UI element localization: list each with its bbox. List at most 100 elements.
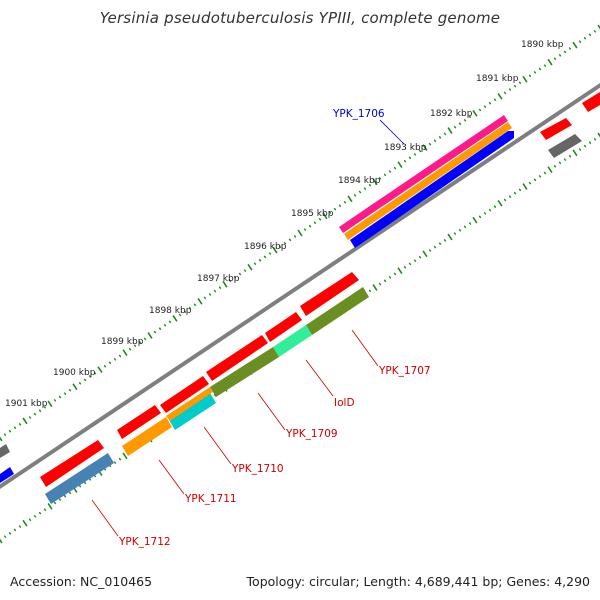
gene-ypk1707[interactable]	[306, 287, 369, 335]
gene-ypk1706-orange[interactable]	[344, 122, 512, 240]
scale-tick-minor	[8, 429, 12, 433]
scale-tick-minor	[143, 337, 147, 341]
gene-red-2[interactable]	[265, 312, 302, 342]
scale-tick-minor	[578, 40, 582, 44]
scale-tick-minor	[293, 234, 297, 238]
kbp-label-1890: 1890 kbp	[521, 40, 564, 50]
gene-ypk1706-blue[interactable]	[350, 131, 514, 248]
scale-tick-major	[222, 280, 228, 288]
scale-tick-minor	[63, 392, 67, 396]
kbp-label-1900: 1900 kbp	[53, 368, 96, 378]
gene-ypk1712[interactable]	[45, 453, 114, 504]
forward-strand-genes	[0, 92, 600, 483]
length-value: 4,689,441 bp	[414, 574, 499, 589]
label-ypk1712[interactable]: YPK_1712	[118, 536, 171, 548]
scale-tick-minor	[38, 511, 42, 515]
scale-tick-minor	[153, 330, 157, 334]
scale-tick-minor	[558, 161, 562, 165]
scale-tick-major	[247, 263, 253, 271]
gene-red-right-1[interactable]	[540, 118, 572, 140]
gene-ypk1710[interactable]	[169, 393, 216, 430]
label-ypk1711[interactable]: YPK_1711	[184, 493, 237, 505]
gene-blue-left[interactable]	[0, 467, 14, 483]
accession-label: Accession:	[10, 574, 77, 589]
scale-tick-minor	[533, 178, 537, 182]
scale-tick-minor	[538, 67, 542, 71]
reverse-strand-genes	[40, 272, 369, 504]
scale-tick-minor	[53, 398, 57, 402]
label-ypk1709[interactable]: YPK_1709	[285, 428, 338, 440]
scale-tick-minor	[218, 286, 222, 290]
scale-tick-minor	[413, 259, 417, 263]
scale-tick-minor	[508, 88, 512, 91]
gene-red-3[interactable]	[206, 335, 268, 381]
scale-tick-major	[422, 250, 428, 258]
scale-tick-minor	[88, 375, 92, 378]
gene-red-right-2[interactable]	[582, 92, 600, 112]
genes-label: Genes:	[506, 574, 551, 589]
gene-red-6[interactable]	[160, 376, 209, 413]
scale-tick-minor	[443, 238, 447, 242]
scale-tick-minor	[488, 101, 492, 105]
gene-ypk1709[interactable]	[210, 347, 279, 397]
gene-red-4[interactable]	[117, 405, 161, 439]
scale-tick-minor	[308, 224, 312, 228]
scale-tick-minor	[288, 238, 292, 242]
scale-tick-major	[122, 452, 128, 460]
scale-tick-minor	[563, 50, 567, 54]
scale-tick-major	[22, 417, 28, 425]
scale-tick-major	[72, 383, 78, 391]
scale-tick-minor	[243, 269, 247, 273]
scale-tick-minor	[138, 340, 142, 344]
scale-tick-minor	[63, 494, 67, 498]
scale-tick-minor	[563, 158, 567, 162]
label-iold[interactable]: IolD	[334, 397, 355, 409]
scale-tick-minor	[113, 461, 117, 465]
label-ypk1710[interactable]: YPK_1710	[231, 463, 284, 475]
kbp-label-1899: 1899 kbp	[101, 337, 144, 347]
scale-tick-minor	[328, 211, 332, 214]
kbp-label-1901: 1901 kbp	[5, 399, 48, 409]
gene-iold[interactable]	[273, 325, 312, 357]
scale-tick-major	[372, 284, 378, 291]
label-ypk1706[interactable]: YPK_1706	[332, 108, 385, 120]
scale-tick-major	[122, 349, 128, 356]
scale-tick-minor	[408, 156, 412, 160]
scale-tick-minor	[258, 258, 262, 262]
scale-tick-minor	[388, 275, 392, 279]
scale-tick-major	[97, 366, 103, 374]
scale-tick-minor	[383, 173, 387, 177]
scale-tick-minor	[183, 310, 187, 314]
scale-tick-minor	[583, 36, 587, 40]
scale-tick-major	[472, 216, 478, 224]
scale-tick-minor	[593, 29, 597, 33]
scale-tick-minor	[383, 279, 387, 283]
gene-gray-right[interactable]	[548, 134, 582, 158]
scale-tick-minor	[28, 416, 32, 419]
kbp-label-1894: 1894 kbp	[338, 176, 381, 186]
gene-gray-left[interactable]	[0, 444, 10, 458]
gene-red-1[interactable]	[300, 272, 359, 316]
scale-tick-minor	[113, 357, 117, 361]
scale-tick-minor	[58, 498, 62, 502]
genome-title: Yersinia pseudotuberculosis YPIII, compl…	[99, 9, 501, 27]
scale-tick-minor	[3, 433, 7, 437]
scale-tick-major	[0, 538, 3, 544]
label-ypk1707[interactable]: YPK_1707	[378, 365, 431, 377]
gene-ypk1706-magenta[interactable]	[339, 115, 508, 233]
scale-tick-minor	[238, 272, 242, 276]
scale-tick-minor	[528, 181, 532, 185]
scale-tick-minor	[58, 395, 62, 399]
scale-tick-minor	[213, 289, 217, 293]
genome-stats: Topology: circular; Length: 4,689,441 bp…	[247, 574, 590, 589]
gene-ypk1710-b[interactable]	[166, 387, 213, 421]
scale-tick-minor	[38, 409, 42, 413]
kbp-label-1893: 1893 kbp	[384, 143, 427, 153]
leader-ypk1707	[351, 329, 379, 367]
gene-red-5[interactable]	[40, 440, 104, 487]
leader-ypk1712	[91, 499, 119, 537]
gene-ypk1711[interactable]	[122, 417, 172, 456]
scale-tick-minor	[593, 137, 597, 141]
scale-tick-minor	[503, 91, 507, 95]
scale-tick-minor	[33, 514, 37, 518]
